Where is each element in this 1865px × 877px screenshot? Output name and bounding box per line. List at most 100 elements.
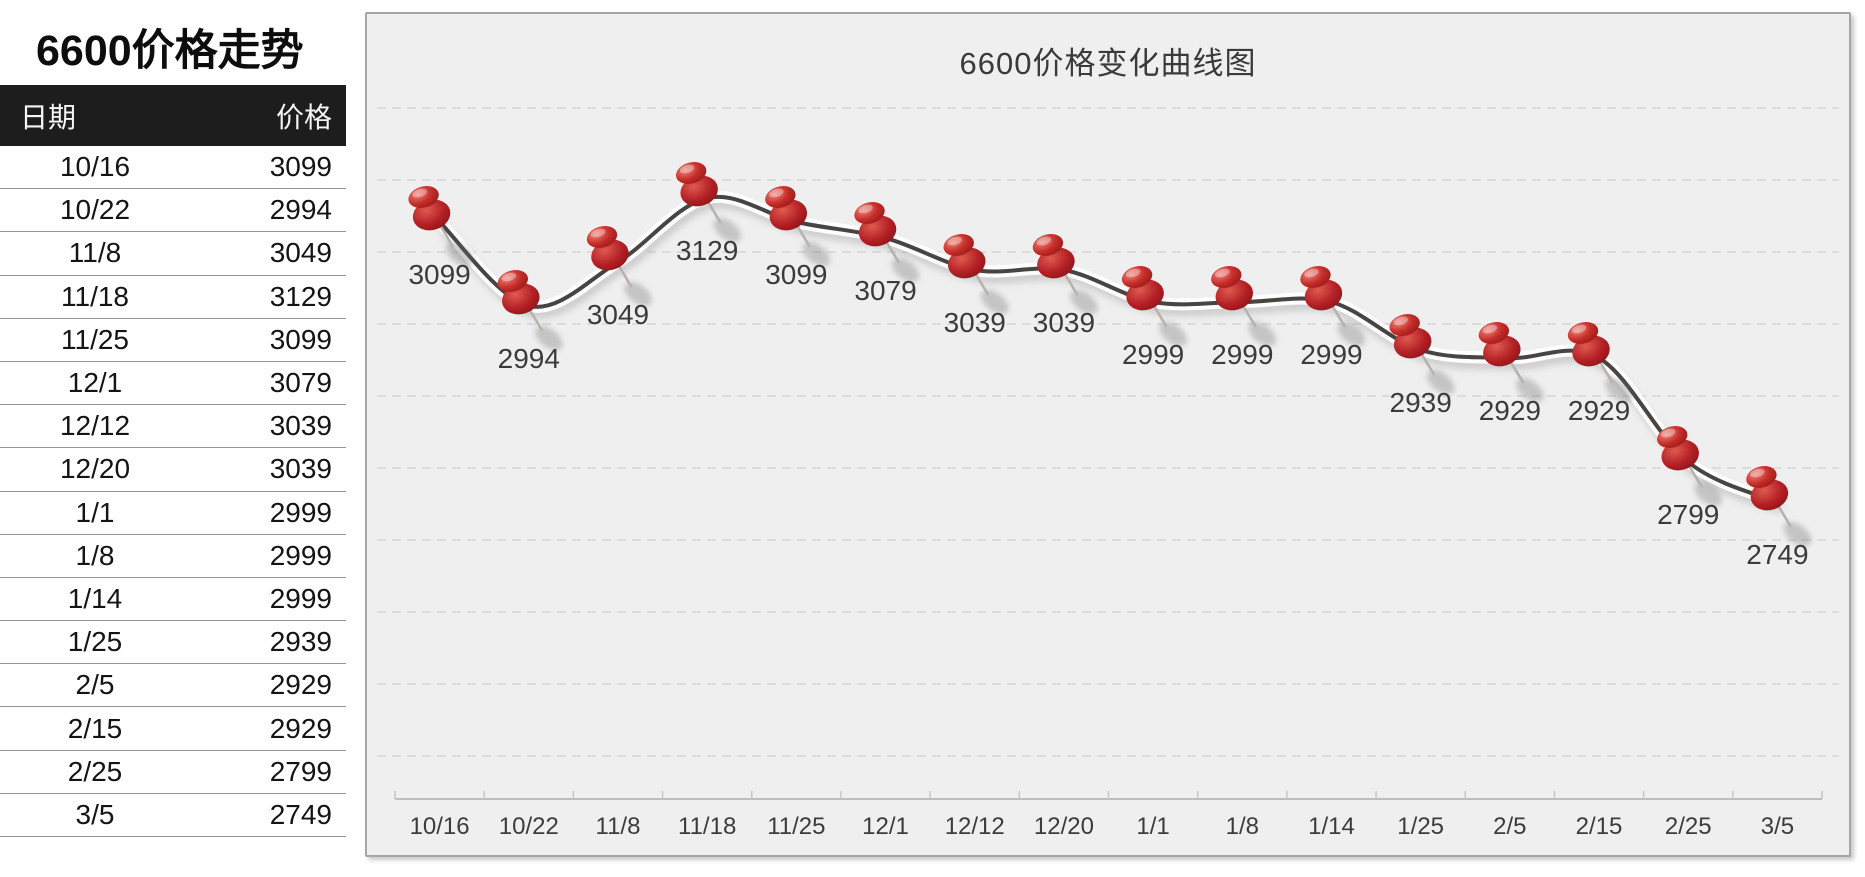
table-row: 1/25 2939 <box>0 621 346 665</box>
date-cell: 11/25 <box>61 323 129 355</box>
data-point-label: 3099 <box>765 259 827 290</box>
price-cell: 2929 <box>269 712 332 744</box>
data-labels: 3099 2994 3049 3129 3099 3079 3039 3039 2999 2999… <box>408 235 1808 570</box>
x-axis <box>394 791 1823 800</box>
date-cell: 2/15 <box>67 712 123 744</box>
date-cell: 3/5 <box>75 798 115 830</box>
pin-head <box>1478 322 1510 344</box>
date-cell: 2/5 <box>75 669 115 701</box>
data-point-label: 2929 <box>1568 395 1630 426</box>
pin-head <box>1657 426 1688 448</box>
data-point-pin <box>854 202 920 283</box>
price-cell: 2999 <box>269 539 332 571</box>
pin-needle <box>1241 304 1257 328</box>
pin-highlight <box>1214 268 1230 278</box>
x-axis-label: 11/8 <box>596 813 641 840</box>
pin-head <box>1032 234 1064 256</box>
pin-needle <box>617 264 633 288</box>
table-row: 10/22 2994 <box>0 189 346 233</box>
table-row: 3/5 2749 <box>0 794 346 837</box>
pin-needle <box>1687 464 1703 488</box>
pin-head <box>1211 266 1242 288</box>
price-line-chart: 3099 2994 3049 3129 3099 3079 3039 3039 2999 2999… <box>377 107 1839 840</box>
date-cell: 10/22 <box>59 194 131 226</box>
price-table: 6600价格走势 日期 价格 10/16 3099 10/22 2994 11/8 304… <box>0 0 346 877</box>
pin-highlight <box>1125 268 1141 278</box>
table-title: 6600价格走势 <box>36 27 304 75</box>
date-cell: 12/20 <box>59 453 131 485</box>
pin-highlight <box>679 164 695 174</box>
pin-head <box>1746 466 1777 488</box>
pin-highlight <box>412 188 427 198</box>
price-cell: 3129 <box>269 280 332 312</box>
data-point-pin <box>1478 322 1544 403</box>
pin-shadow <box>802 241 831 267</box>
price-cell: 3039 <box>269 410 332 442</box>
date-cell: 10/16 <box>59 151 131 183</box>
data-point-label: 2929 <box>1479 395 1541 426</box>
table-row: 2/5 2929 <box>0 664 346 708</box>
data-point-label: 2999 <box>1211 339 1273 370</box>
pin-shadow <box>445 241 474 267</box>
x-axis-label: 1/1 <box>1136 813 1169 840</box>
table-header-price: 价格 <box>275 101 332 133</box>
data-point-label: 2939 <box>1390 387 1452 418</box>
data-point-pin <box>1746 466 1812 547</box>
date-cell: 11/18 <box>61 280 129 312</box>
price-cell: 3099 <box>269 323 332 355</box>
x-axis-labels: 10/16 10/22 11/8 11/18 11/25 12/1 12/12 12/20 1/… <box>410 813 1795 840</box>
date-cell: 1/25 <box>67 626 123 658</box>
pin-shadow <box>1159 321 1187 347</box>
table-row: 11/8 3049 <box>0 232 346 276</box>
data-point-pin <box>943 234 1009 315</box>
data-point-label: 2749 <box>1746 539 1808 570</box>
x-axis-label: 11/25 <box>767 813 825 840</box>
pin-shadow <box>891 257 920 283</box>
pin-shadow <box>713 217 741 243</box>
pin-head <box>1567 322 1599 344</box>
price-cell: 2749 <box>269 798 332 830</box>
table-row: 1/14 2999 <box>0 578 346 622</box>
date-cell: 2/25 <box>67 755 123 787</box>
data-point-pin <box>1211 266 1277 347</box>
pin-head <box>675 162 707 184</box>
table-row: 12/20 3039 <box>0 448 346 492</box>
pin-highlight <box>858 204 873 214</box>
series-line <box>433 190 1784 514</box>
price-cell: 2939 <box>269 626 332 658</box>
data-point-label: 2994 <box>498 343 560 374</box>
pin-needle <box>1509 360 1525 384</box>
price-cell: 2999 <box>269 496 332 528</box>
pin-needle <box>796 224 811 248</box>
chart-title: 6600价格变化曲线图 <box>959 46 1257 81</box>
pin-highlight <box>1482 324 1498 334</box>
x-axis-label: 12/1 <box>862 813 909 840</box>
pin-needle <box>974 272 990 296</box>
data-point-label: 2999 <box>1300 339 1362 370</box>
data-point-label: 3049 <box>587 299 649 330</box>
table-row: 11/25 3099 <box>0 319 346 362</box>
pin-shadow <box>1337 321 1366 347</box>
date-cell: 1/8 <box>75 539 115 571</box>
date-cell: 12/12 <box>59 410 131 442</box>
table-row: 2/25 2799 <box>0 751 346 794</box>
pin-needle <box>1063 272 1079 296</box>
date-cell: 12/1 <box>67 367 123 399</box>
date-cell: 1/14 <box>67 582 123 614</box>
data-point-pin <box>1121 266 1187 347</box>
x-axis-label: 10/22 <box>499 813 559 840</box>
x-axis-label: 2/5 <box>1493 813 1526 840</box>
pin-shadow <box>535 325 563 351</box>
x-axis-label: 1/14 <box>1308 813 1355 840</box>
price-cell: 2994 <box>269 194 332 226</box>
data-point-label: 3099 <box>408 259 470 290</box>
price-cell: 3099 <box>269 151 332 183</box>
table-row: 12/12 3039 <box>0 405 346 449</box>
pin-highlight <box>769 188 784 198</box>
pin-head <box>765 186 796 208</box>
x-axis-label: 12/12 <box>945 813 1005 840</box>
table-header-date: 日期 <box>20 101 77 133</box>
pin-shadow <box>1783 521 1812 547</box>
pin-shadow <box>1694 481 1722 507</box>
table-row: 2/15 2929 <box>0 707 346 751</box>
